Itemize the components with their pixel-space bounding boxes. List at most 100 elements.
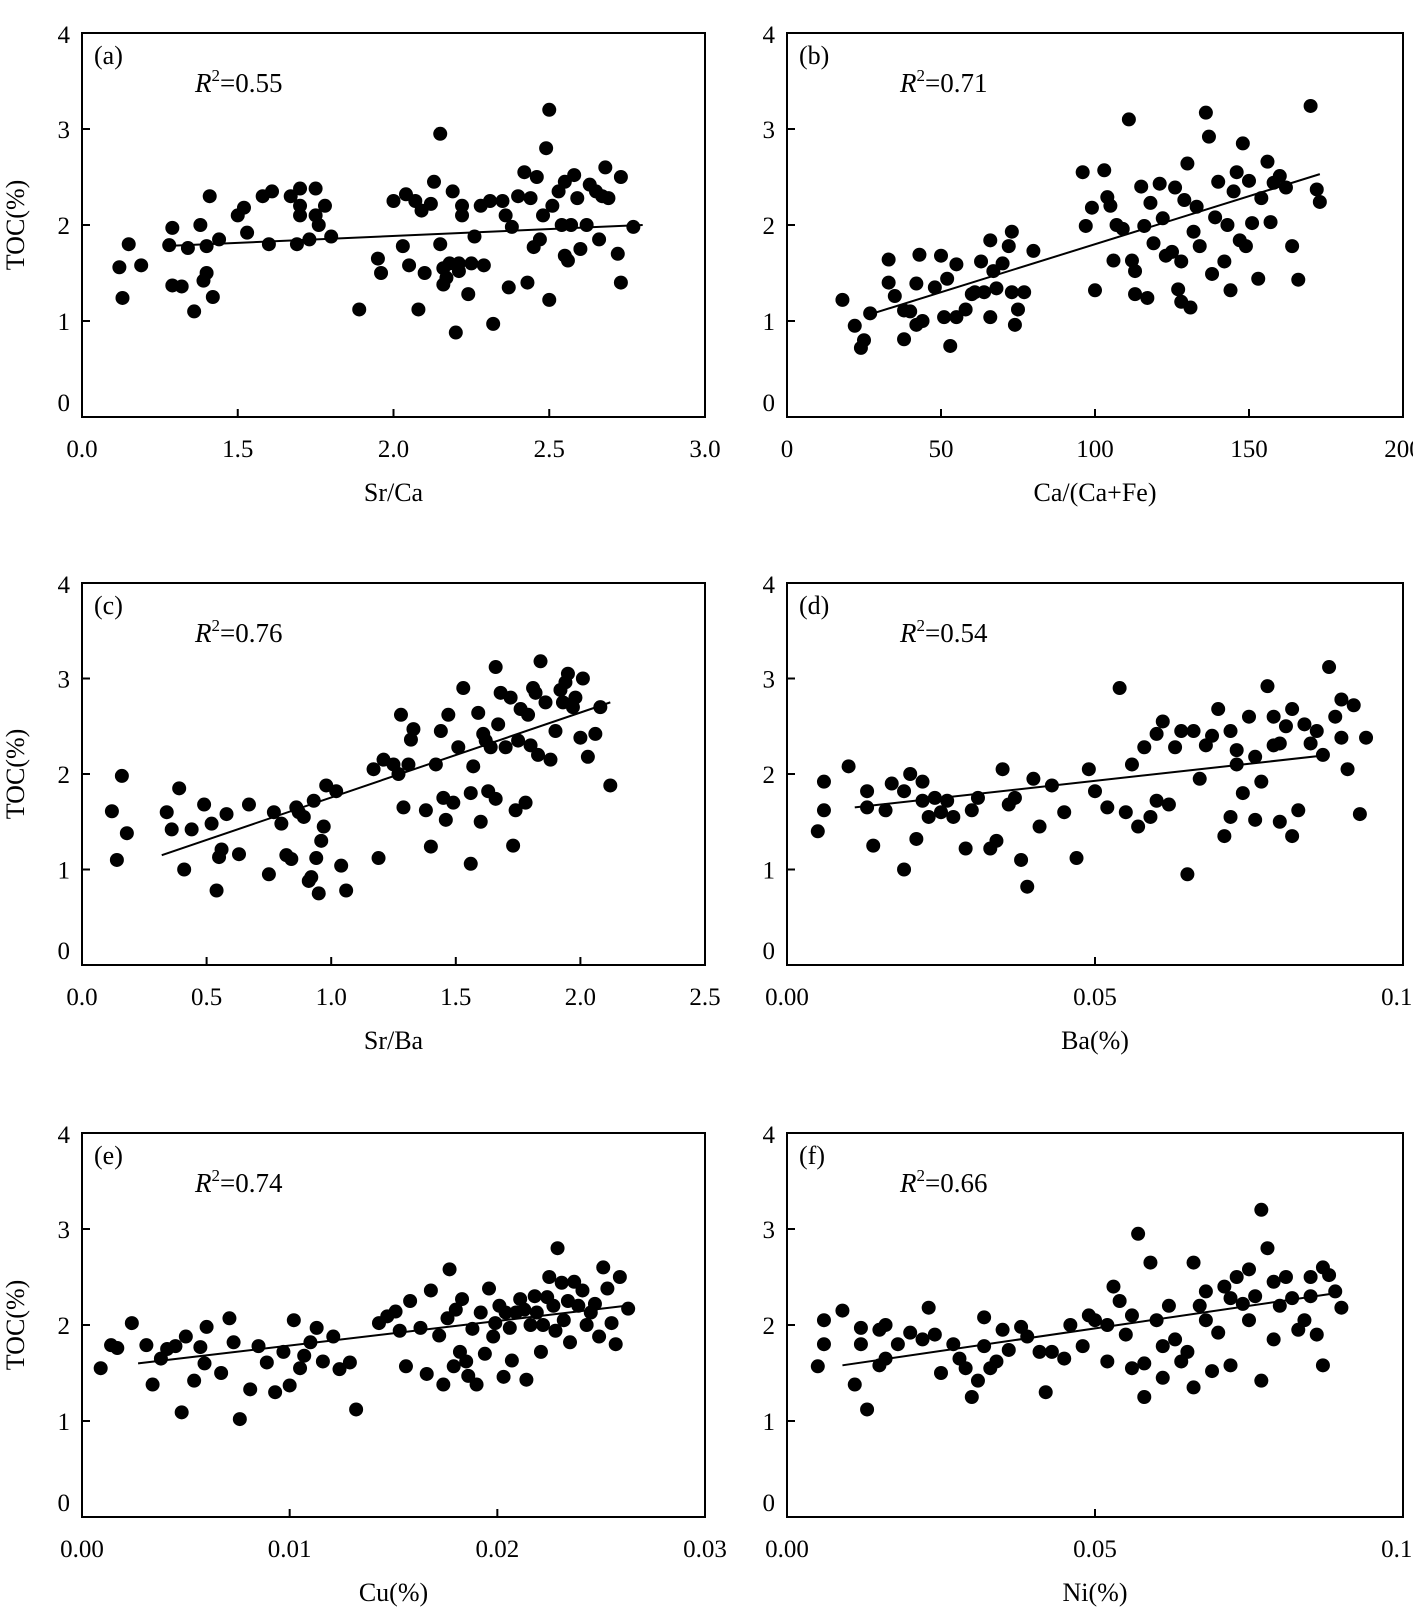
data-point xyxy=(276,1344,291,1359)
data-point xyxy=(1143,195,1158,210)
data-point xyxy=(545,198,560,213)
data-point xyxy=(448,325,463,340)
data-point xyxy=(538,695,553,710)
data-point xyxy=(958,1361,973,1376)
data-point xyxy=(1044,1344,1059,1359)
data-point xyxy=(1226,184,1241,199)
data-point xyxy=(293,1361,308,1376)
data-point xyxy=(1038,1385,1053,1400)
data-point xyxy=(349,1402,364,1417)
data-point xyxy=(1174,724,1189,739)
data-point xyxy=(426,174,441,189)
data-point xyxy=(1192,239,1207,254)
data-point xyxy=(440,1311,455,1326)
data-point xyxy=(317,198,332,213)
x-axis-title: Sr/Ca xyxy=(364,478,424,507)
data-point xyxy=(145,1377,160,1392)
data-point xyxy=(1229,1270,1244,1284)
data-point xyxy=(396,800,411,815)
data-point xyxy=(1124,1361,1139,1376)
data-point xyxy=(897,862,912,877)
data-point xyxy=(205,290,220,304)
data-point xyxy=(366,762,381,777)
data-point xyxy=(946,809,961,824)
data-point xyxy=(1303,736,1318,751)
data-point xyxy=(193,1340,208,1355)
data-point xyxy=(115,290,130,305)
data-point xyxy=(1026,243,1041,258)
r-squared-annotation: R2=0.55 xyxy=(194,66,282,98)
data-point xyxy=(596,1260,611,1275)
data-point xyxy=(1143,1255,1158,1270)
data-point xyxy=(371,851,386,866)
y-tick-label: 0 xyxy=(58,390,71,417)
r-squared-value: =0.76 xyxy=(220,618,282,648)
data-point xyxy=(1266,709,1281,724)
data-point xyxy=(1211,1325,1226,1340)
data-point xyxy=(912,247,927,262)
data-point xyxy=(934,248,948,263)
data-point xyxy=(1223,1358,1238,1373)
r-exponent: 2 xyxy=(212,1166,221,1185)
data-point xyxy=(1278,719,1293,734)
data-point xyxy=(324,229,339,244)
data-point xyxy=(878,1318,893,1332)
data-point xyxy=(93,1361,108,1376)
data-point xyxy=(983,310,998,325)
data-point xyxy=(112,260,127,275)
data-point xyxy=(810,1359,825,1374)
data-point xyxy=(1118,805,1133,820)
data-point xyxy=(451,256,466,271)
data-point xyxy=(1272,814,1287,829)
data-point xyxy=(592,1329,607,1344)
data-point xyxy=(1014,852,1029,867)
data-point xyxy=(445,184,460,199)
y-tick-label: 3 xyxy=(763,667,776,694)
data-point xyxy=(989,1354,1004,1369)
y-axis-title: TOC(%) xyxy=(1,180,30,271)
r-squared-value: =0.54 xyxy=(925,618,988,648)
data-point xyxy=(1106,253,1121,268)
data-point xyxy=(989,281,1004,296)
data-point xyxy=(114,768,129,783)
data-point xyxy=(1322,660,1337,675)
data-point xyxy=(1004,285,1019,300)
x-tick-label: 1.5 xyxy=(440,984,471,1011)
data-point xyxy=(1128,264,1143,279)
panel-label: (a) xyxy=(94,41,123,70)
data-point xyxy=(1100,1354,1115,1369)
y-tick-label: 4 xyxy=(763,572,776,599)
data-point xyxy=(1161,1298,1176,1313)
data-point xyxy=(604,1316,619,1331)
data-point xyxy=(573,242,588,256)
x-tick-label: 0.10 xyxy=(1381,1536,1413,1563)
data-point xyxy=(1124,1308,1139,1323)
data-point xyxy=(1192,771,1207,786)
data-point xyxy=(488,660,503,675)
data-point xyxy=(964,1390,979,1404)
data-point xyxy=(523,191,538,206)
data-point xyxy=(282,1378,297,1393)
data-point xyxy=(974,254,989,269)
data-point xyxy=(232,1412,247,1427)
data-point xyxy=(334,858,349,873)
data-point xyxy=(392,1323,407,1338)
data-point xyxy=(810,824,825,839)
data-point xyxy=(1235,786,1250,801)
data-point xyxy=(446,795,461,810)
data-point xyxy=(1297,1313,1312,1328)
data-point xyxy=(187,304,202,319)
r-exponent: 2 xyxy=(917,1166,926,1185)
y-tick-label: 0 xyxy=(763,1490,776,1517)
r-symbol: R xyxy=(194,1168,212,1198)
data-point xyxy=(1217,254,1232,269)
data-point xyxy=(1334,730,1349,745)
data-point xyxy=(174,1405,189,1420)
y-tick-label: 2 xyxy=(58,762,71,789)
y-tick-label: 1 xyxy=(763,858,776,885)
data-point xyxy=(567,168,582,183)
data-point xyxy=(311,218,326,232)
data-point xyxy=(1171,282,1186,297)
data-point xyxy=(1124,757,1139,772)
